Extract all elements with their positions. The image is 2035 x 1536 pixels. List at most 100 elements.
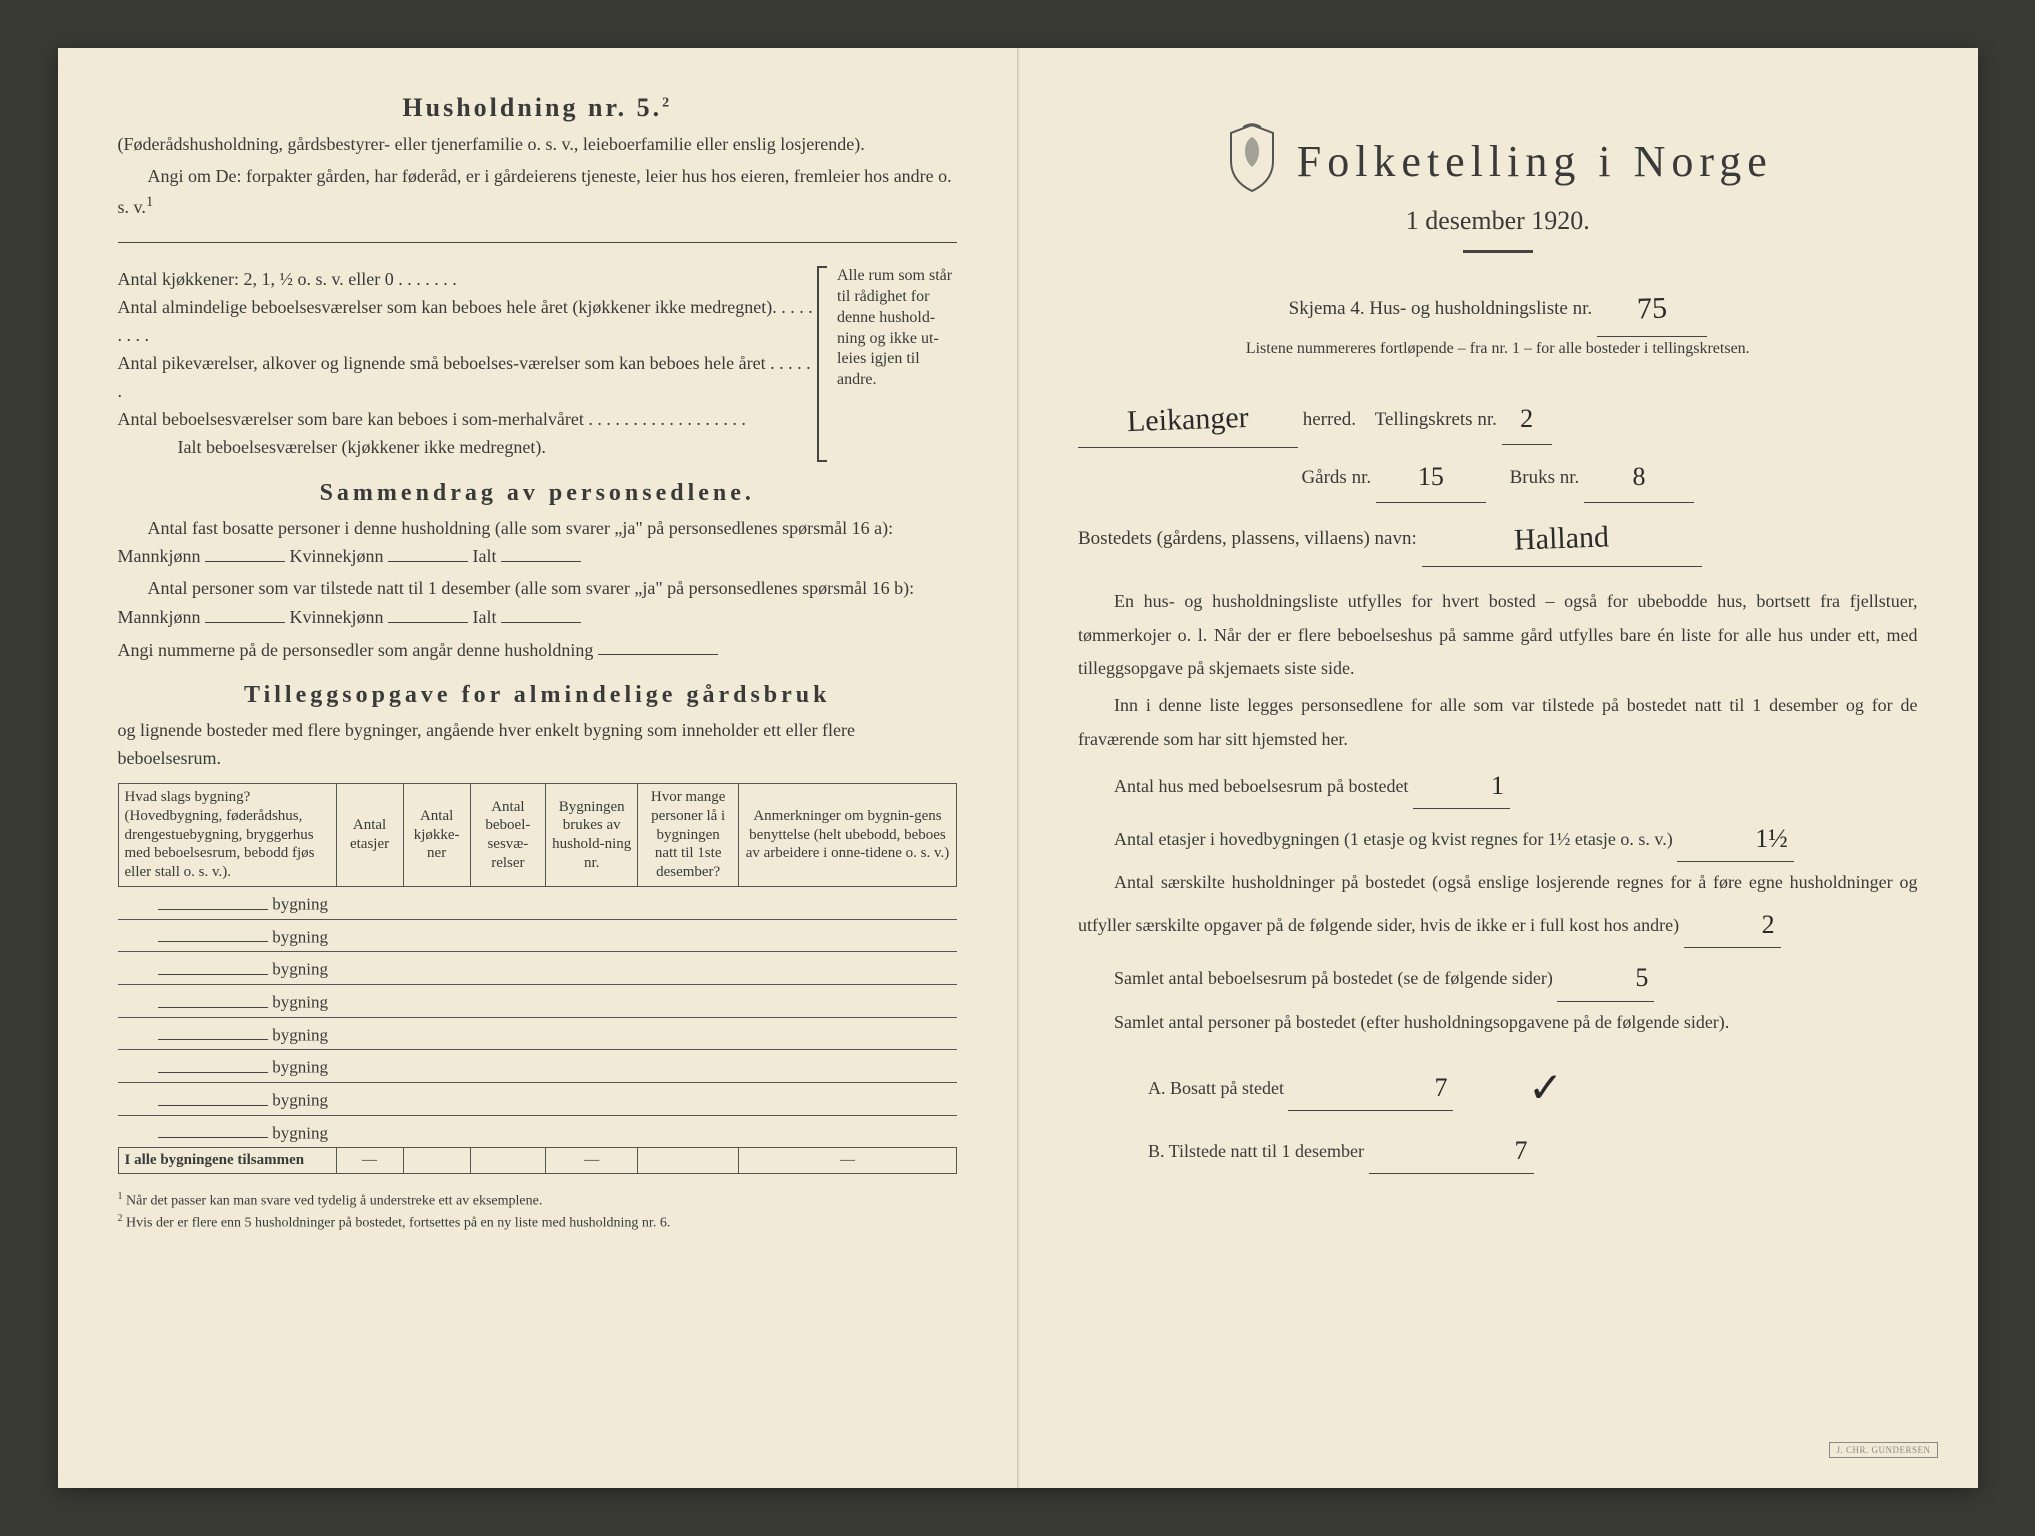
summary-3-text: Angi nummerne på de personsedler som ang… xyxy=(118,639,594,659)
th-6: Hvor mange personer lå i bygningen natt … xyxy=(638,784,739,887)
instruction-para-1: En hus- og husholdningsliste utfylles fo… xyxy=(1078,585,1918,685)
footnote-2: Hvis der er flere enn 5 husholdninger på… xyxy=(126,1215,670,1230)
supplement-sub: og lignende bosteder med flere bygninger… xyxy=(118,717,958,773)
table-row: bygning xyxy=(118,919,957,952)
q5b-value: 7 xyxy=(1445,1127,1528,1175)
th-7: Anmerkninger om bygnin-gens benyttelse (… xyxy=(738,784,956,887)
blank-m2 xyxy=(205,603,285,623)
rooms-bracket-note: Alle rum som står til rådighet for denne… xyxy=(817,266,957,461)
summary-ialt-1: Ialt xyxy=(473,546,497,566)
table-row: bygning xyxy=(118,886,957,919)
q5-label: Samlet antal personer på bostedet (efter… xyxy=(1078,1006,1918,1039)
rooms-bracket-group: Antal kjøkkener: 2, 1, ½ o. s. v. eller … xyxy=(118,266,958,461)
intro-1: (Føderådshusholdning, gårdsbestyrer- ell… xyxy=(118,131,958,159)
bosted-value: Halland xyxy=(1509,506,1614,573)
coat-of-arms-icon xyxy=(1223,123,1281,200)
blank-i1 xyxy=(501,542,581,562)
instruction-para-2: Inn i denne liste legges personsedlene f… xyxy=(1078,689,1918,756)
q3: Antal særskilte husholdninger på bostede… xyxy=(1078,866,1918,948)
instructions: En hus- og husholdningsliste utfylles fo… xyxy=(1078,585,1918,1173)
rooms-line-1: Antal kjøkkener: 2, 1, ½ o. s. v. eller … xyxy=(118,266,818,294)
row-suffix: bygning xyxy=(272,1091,328,1110)
krets-value: 2 xyxy=(1520,392,1533,447)
q5a-label: A. Bosatt på stedet xyxy=(1148,1078,1284,1098)
krets-label: Tellingskrets nr. xyxy=(1375,409,1497,430)
skjema-value: 75 xyxy=(1632,276,1672,340)
th-1: Hvad slags bygning? (Hovedbygning, føder… xyxy=(118,784,336,887)
bruks-value: 8 xyxy=(1633,450,1646,505)
q1-label: Antal hus med beboelsesrum på bostedet xyxy=(1114,776,1408,796)
row-suffix: bygning xyxy=(272,1025,328,1044)
heading-sup: 2 xyxy=(662,95,672,110)
table-row: bygning xyxy=(118,1050,957,1083)
rooms-line-3: Antal pikeværelser, alkover og lignende … xyxy=(118,350,818,406)
q2-value: 1½ xyxy=(1719,815,1788,863)
skjema-line: Skjema 4. Hus- og husholdningsliste nr. … xyxy=(1078,273,1918,337)
herred-label: herred. xyxy=(1303,409,1356,430)
buildings-table: Hvad slags bygning? (Hovedbygning, føder… xyxy=(118,783,958,1174)
q5b: B. Tilstede natt til 1 desember 7 xyxy=(1078,1125,1918,1174)
skjema-label: Skjema 4. Hus- og husholdningsliste nr. xyxy=(1289,298,1592,319)
th-4: Antal beboel-sesvæ-relser xyxy=(470,784,545,887)
intro-2: Angi om De: forpakter gården, har føderå… xyxy=(118,163,958,222)
intro-2-text: Angi om De: forpakter gården, har føderå… xyxy=(118,166,952,217)
summary-kv-2: Kvinnekjønn xyxy=(290,607,384,627)
q4-label: Samlet antal beboelsesrum på bostedet (s… xyxy=(1114,968,1553,988)
q4-value: 5 xyxy=(1599,954,1648,1002)
table-row: bygning xyxy=(118,1115,957,1148)
left-page: Husholdning nr. 5.2 (Føderådshusholdning… xyxy=(58,48,1019,1488)
bosted-label: Bostedets (gårdens, plassens, villaens) … xyxy=(1078,528,1417,549)
row-suffix: bygning xyxy=(272,993,328,1012)
rooms-line-4: Antal beboelsesværelser som bare kan beb… xyxy=(118,406,818,434)
blank-i2 xyxy=(501,603,581,623)
intro-2-sup: 1 xyxy=(146,194,154,210)
q1: Antal hus med beboelsesrum på bostedet 1 xyxy=(1078,760,1918,809)
summary-line-3: Angi nummerne på de personsedler som ang… xyxy=(118,636,958,665)
footnotes: 1 Når det passer kan man svare ved tydel… xyxy=(118,1190,958,1233)
table-total-row: I alle bygningene tilsammen ——— xyxy=(118,1148,957,1174)
table-row: bygning xyxy=(118,984,957,1017)
supplement-title: Tilleggsopgave for almindelige gårdsbruk xyxy=(118,682,958,709)
blank-nums xyxy=(598,636,718,656)
bosted-line: Bostedets (gårdens, plassens, villaens) … xyxy=(1078,503,1918,567)
divider xyxy=(1463,250,1533,253)
th-2: Antal etasjer xyxy=(336,784,403,887)
total-label: I alle bygningene tilsammen xyxy=(118,1148,336,1174)
th-5: Bygningen brukes av hushold-ning nr. xyxy=(546,784,638,887)
row-suffix: bygning xyxy=(272,1123,328,1142)
row-suffix: bygning xyxy=(272,927,328,946)
listene-note: Listene nummereres fortløpende – fra nr.… xyxy=(1078,337,1918,362)
printer-stamp: J. CHR. GUNDERSEN xyxy=(1829,1442,1937,1458)
q5b-label: B. Tilstede natt til 1 desember xyxy=(1148,1141,1364,1161)
blank-k1 xyxy=(388,542,468,562)
document-spread: Husholdning nr. 5.2 (Føderådshusholdning… xyxy=(58,48,1978,1488)
row-suffix: bygning xyxy=(272,895,328,914)
blank-line xyxy=(118,226,958,244)
bruks-label: Bruks nr. xyxy=(1510,467,1580,488)
table-header-row: Hvad slags bygning? (Hovedbygning, føder… xyxy=(118,784,957,887)
table-body: bygning bygning bygning bygning bygning … xyxy=(118,886,957,1174)
table-row: bygning xyxy=(118,952,957,985)
rooms-line-5: Ialt beboelsesværelser (kjøkkener ikke m… xyxy=(118,434,818,462)
row-suffix: bygning xyxy=(272,1058,328,1077)
summary-line-2: Antal personer som var tilstede natt til… xyxy=(118,575,958,632)
checkmark-icon: ✓ xyxy=(1458,1051,1563,1129)
gards-value: 15 xyxy=(1418,450,1444,505)
table-row: bygning xyxy=(118,1017,957,1050)
gards-line: Gårds nr. 15 Bruks nr. 8 xyxy=(1078,448,1918,504)
summary-kv-1: Kvinnekjønn xyxy=(290,546,384,566)
q1-value: 1 xyxy=(1455,762,1504,810)
rooms-line-2: Antal almindelige beboelsesværelser som … xyxy=(118,294,818,350)
right-page: Folketelling i Norge 1 desember 1920. Sk… xyxy=(1018,48,1978,1488)
census-date: 1 desember 1920. xyxy=(1078,206,1918,236)
blank-m1 xyxy=(205,542,285,562)
gards-label: Gårds nr. xyxy=(1301,467,1371,488)
blank-k2 xyxy=(388,603,468,623)
summary-ialt-2: Ialt xyxy=(473,607,497,627)
table-row: bygning xyxy=(118,1083,957,1116)
rooms-questions: Antal kjøkkener: 2, 1, ½ o. s. v. eller … xyxy=(118,266,818,461)
summary-title: Sammendrag av personsedlene. xyxy=(118,480,958,507)
heading-text: Husholdning nr. 5. xyxy=(402,93,662,122)
main-title: Folketelling i Norge xyxy=(1297,136,1773,187)
q5a-value: 7 xyxy=(1364,1064,1447,1112)
